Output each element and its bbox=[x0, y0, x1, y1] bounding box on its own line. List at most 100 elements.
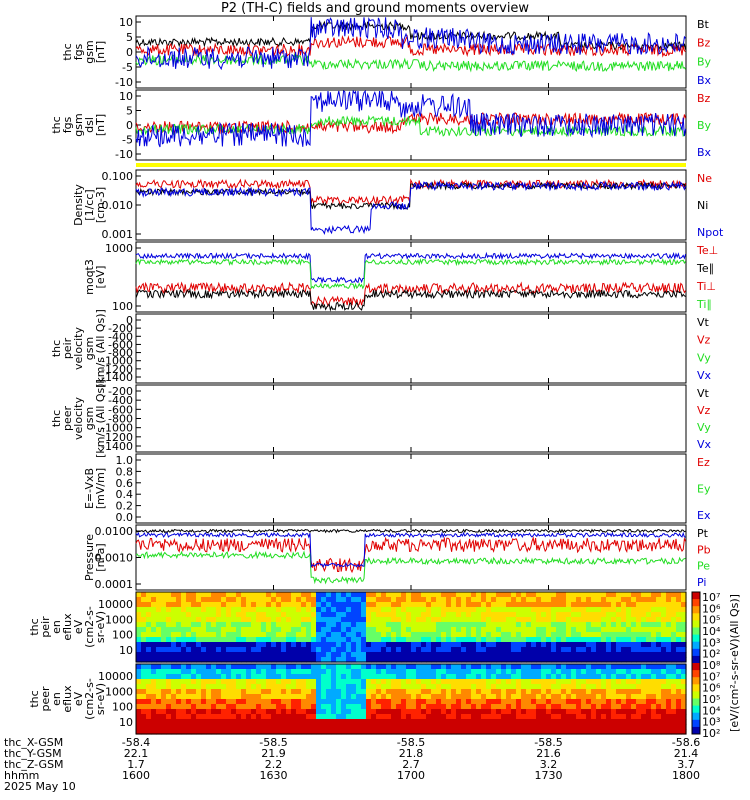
spectrogram-cell bbox=[246, 637, 252, 643]
spectrogram-cell bbox=[336, 617, 342, 623]
spectrogram-cell bbox=[611, 684, 617, 690]
spectrogram-cell bbox=[186, 729, 192, 735]
spectrogram-cell bbox=[216, 597, 222, 603]
spectrogram-cell bbox=[396, 637, 402, 643]
spectrogram-cell bbox=[671, 632, 677, 638]
spectrogram-cell bbox=[176, 642, 182, 648]
spectrogram-cell bbox=[146, 729, 152, 735]
spectrogram-cell bbox=[416, 622, 422, 628]
spectrogram-cell bbox=[586, 597, 592, 603]
spectrogram-cell bbox=[476, 699, 482, 705]
ylabel-line: [nPa] bbox=[94, 543, 107, 571]
spectrogram-cell bbox=[311, 602, 317, 608]
spectrogram-cell bbox=[636, 664, 642, 670]
spectrogram-cell bbox=[601, 652, 607, 658]
spectrogram-cell bbox=[281, 612, 287, 618]
spectrogram-cell bbox=[591, 669, 597, 675]
spectrogram-cell bbox=[656, 652, 662, 658]
spectrogram-cell bbox=[176, 719, 182, 725]
spectrogram-cell bbox=[661, 684, 667, 690]
colorbar-cell bbox=[692, 698, 700, 707]
spectrogram-cell bbox=[266, 699, 272, 705]
spectrogram-cell bbox=[461, 617, 467, 623]
spectrogram-cell bbox=[366, 704, 372, 710]
spectrogram-cell bbox=[371, 714, 377, 720]
spectrogram-cell bbox=[436, 664, 442, 670]
spectrogram-cell bbox=[351, 602, 357, 608]
spectrogram-cell bbox=[391, 714, 397, 720]
spectrogram-cell bbox=[216, 652, 222, 658]
spectrogram-cell bbox=[161, 617, 167, 623]
spectrogram-cell bbox=[406, 664, 412, 670]
spectrogram-cell bbox=[536, 719, 542, 725]
spectrogram-cell bbox=[391, 699, 397, 705]
spectrogram-cell bbox=[426, 657, 432, 663]
spectrogram-cell bbox=[636, 637, 642, 643]
spectrogram-cell bbox=[481, 679, 487, 685]
spectrogram-cell bbox=[236, 617, 242, 623]
spectrogram-cell bbox=[226, 622, 232, 628]
spectrogram-cell bbox=[416, 709, 422, 715]
spectrogram-cell bbox=[596, 694, 602, 700]
spectrogram-cell bbox=[606, 694, 612, 700]
spectrogram-cell bbox=[166, 684, 172, 690]
spectrogram-cell bbox=[676, 647, 682, 653]
spectrogram-cell bbox=[531, 724, 537, 730]
spectrogram-cell bbox=[276, 627, 282, 633]
spectrogram-cell bbox=[396, 602, 402, 608]
spectrogram-cell bbox=[376, 642, 382, 648]
spectrogram-cell bbox=[676, 694, 682, 700]
spectrogram-cell bbox=[361, 592, 367, 598]
spectrogram-cell bbox=[431, 724, 437, 730]
spectrogram-cell bbox=[151, 652, 157, 658]
spectrogram-cell bbox=[631, 704, 637, 710]
spectrogram-cell bbox=[141, 622, 147, 628]
spectrogram-cell bbox=[476, 679, 482, 685]
spectrogram-cell bbox=[391, 719, 397, 725]
spectrogram-cell bbox=[306, 652, 312, 658]
spectrogram-cell bbox=[431, 719, 437, 725]
spectrogram-cell bbox=[326, 622, 332, 628]
spectrogram-cell bbox=[426, 622, 432, 628]
spectrogram-cell bbox=[266, 689, 272, 695]
spectrogram-cell bbox=[336, 642, 342, 648]
spectrogram-cell bbox=[396, 694, 402, 700]
spectrogram-cell bbox=[376, 669, 382, 675]
spectrogram-cell bbox=[321, 719, 327, 725]
spectrogram-cell bbox=[271, 704, 277, 710]
spectrogram-cell bbox=[451, 699, 457, 705]
y-tick-label: -1000 bbox=[101, 355, 133, 368]
spectrogram-cell bbox=[506, 657, 512, 663]
spectrogram-cell bbox=[431, 684, 437, 690]
spectrogram-cell bbox=[571, 724, 577, 730]
spectrogram-cell bbox=[651, 642, 657, 648]
spectrogram-cell bbox=[416, 617, 422, 623]
spectrogram-cell bbox=[166, 664, 172, 670]
spectrogram-cell bbox=[251, 684, 257, 690]
spectrogram-cell bbox=[631, 637, 637, 643]
spectrogram-cell bbox=[641, 637, 647, 643]
spectrogram-cell bbox=[286, 694, 292, 700]
spectrogram-cell bbox=[371, 729, 377, 735]
spectrogram-cell bbox=[231, 637, 237, 643]
spectrogram-cell bbox=[441, 679, 447, 685]
spectrogram-cell bbox=[281, 597, 287, 603]
spectrogram-cell bbox=[346, 709, 352, 715]
ylabel-line: eV bbox=[72, 619, 85, 634]
spectrogram-cell bbox=[146, 622, 152, 628]
spectrogram-cell bbox=[196, 612, 202, 618]
spectrogram-cell bbox=[681, 674, 687, 680]
spectrogram-cell bbox=[306, 607, 312, 613]
spectrogram-cell bbox=[436, 689, 442, 695]
spectrogram-cell bbox=[516, 617, 522, 623]
spectrogram-cell bbox=[591, 652, 597, 658]
spectrogram-cell bbox=[671, 684, 677, 690]
spectrogram-cell bbox=[536, 637, 542, 643]
spectrogram-cell bbox=[351, 617, 357, 623]
spectrogram-cell bbox=[661, 704, 667, 710]
spectrogram-cell bbox=[661, 709, 667, 715]
spectrogram-cell bbox=[326, 664, 332, 670]
spectrogram-cell bbox=[521, 729, 527, 735]
spectrogram-cell bbox=[491, 684, 497, 690]
